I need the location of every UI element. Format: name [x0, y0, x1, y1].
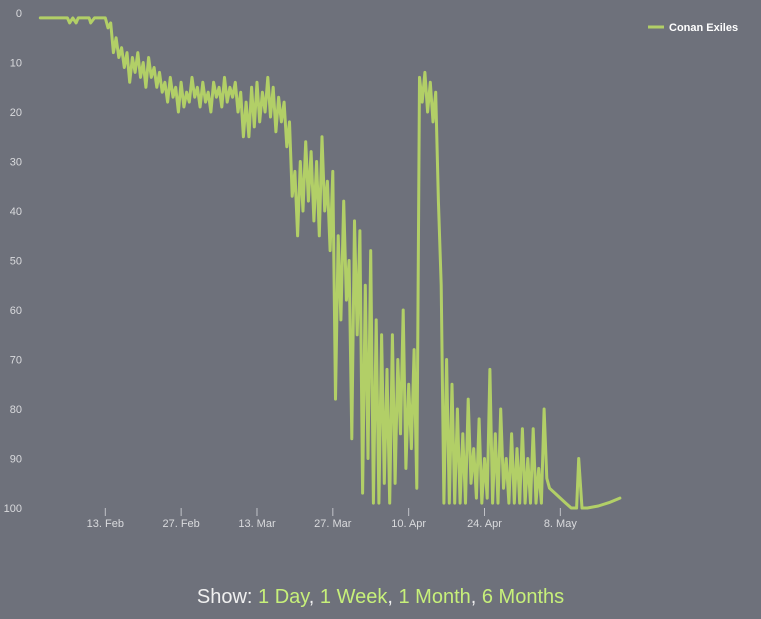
y-axis: 0 10 20 30 40 50 60 70 80 90 100 — [4, 8, 22, 515]
range-1-day-link[interactable]: 1 Day — [258, 586, 309, 608]
x-tick-label: 27. Feb — [162, 518, 199, 530]
range-separator: , — [470, 586, 482, 608]
x-tick-label: 13. Mar — [238, 518, 276, 530]
y-tick-label: 90 — [10, 454, 22, 466]
x-tick-label: 13. Feb — [87, 518, 124, 530]
y-tick-label: 60 — [10, 305, 22, 317]
range-1-month-link[interactable]: 1 Month — [398, 586, 471, 608]
time-range-selector: Show: 1 Day, 1 Week, 1 Month, 6 Months — [0, 586, 761, 609]
rank-chart-svg: 13. Feb 27. Feb 13. Mar 27. Mar 10. Apr 24. A… — [4, 8, 738, 530]
x-tick-label: 27. Mar — [314, 518, 352, 530]
y-tick-label: 50 — [10, 256, 22, 268]
show-label: Show: — [196, 586, 259, 608]
y-tick-label: 0 — [16, 8, 22, 20]
y-tick-label: 10 — [10, 58, 22, 70]
x-tick-label: 10. Apr — [391, 518, 426, 530]
y-tick-label: 100 — [4, 503, 22, 515]
range-separator: , — [308, 586, 320, 608]
x-axis: 13. Feb 27. Feb 13. Mar 27. Mar 10. Apr 24. A… — [87, 508, 578, 530]
y-tick-label: 80 — [10, 404, 22, 416]
y-tick-label: 70 — [10, 355, 22, 367]
y-tick-label: 40 — [10, 206, 22, 218]
series-group — [38, 16, 622, 510]
x-tick-label: 8. May — [544, 518, 578, 530]
range-1-week-link[interactable]: 1 Week — [319, 586, 388, 608]
series-line-conan-exiles — [38, 16, 622, 510]
legend[interactable]: Conan Exiles — [648, 22, 738, 34]
legend-item-conan-exiles[interactable]: Conan Exiles — [648, 22, 738, 34]
range-6-months-link[interactable]: 6 Months — [481, 586, 565, 608]
y-tick-label: 20 — [10, 107, 22, 119]
y-tick-label: 30 — [10, 157, 22, 169]
range-separator: , — [387, 586, 399, 608]
rank-chart: 13. Feb 27. Feb 13. Mar 27. Mar 10. Apr 24. A… — [4, 8, 738, 530]
legend-label: Conan Exiles — [669, 22, 738, 34]
x-tick-label: 24. Apr — [467, 518, 502, 530]
